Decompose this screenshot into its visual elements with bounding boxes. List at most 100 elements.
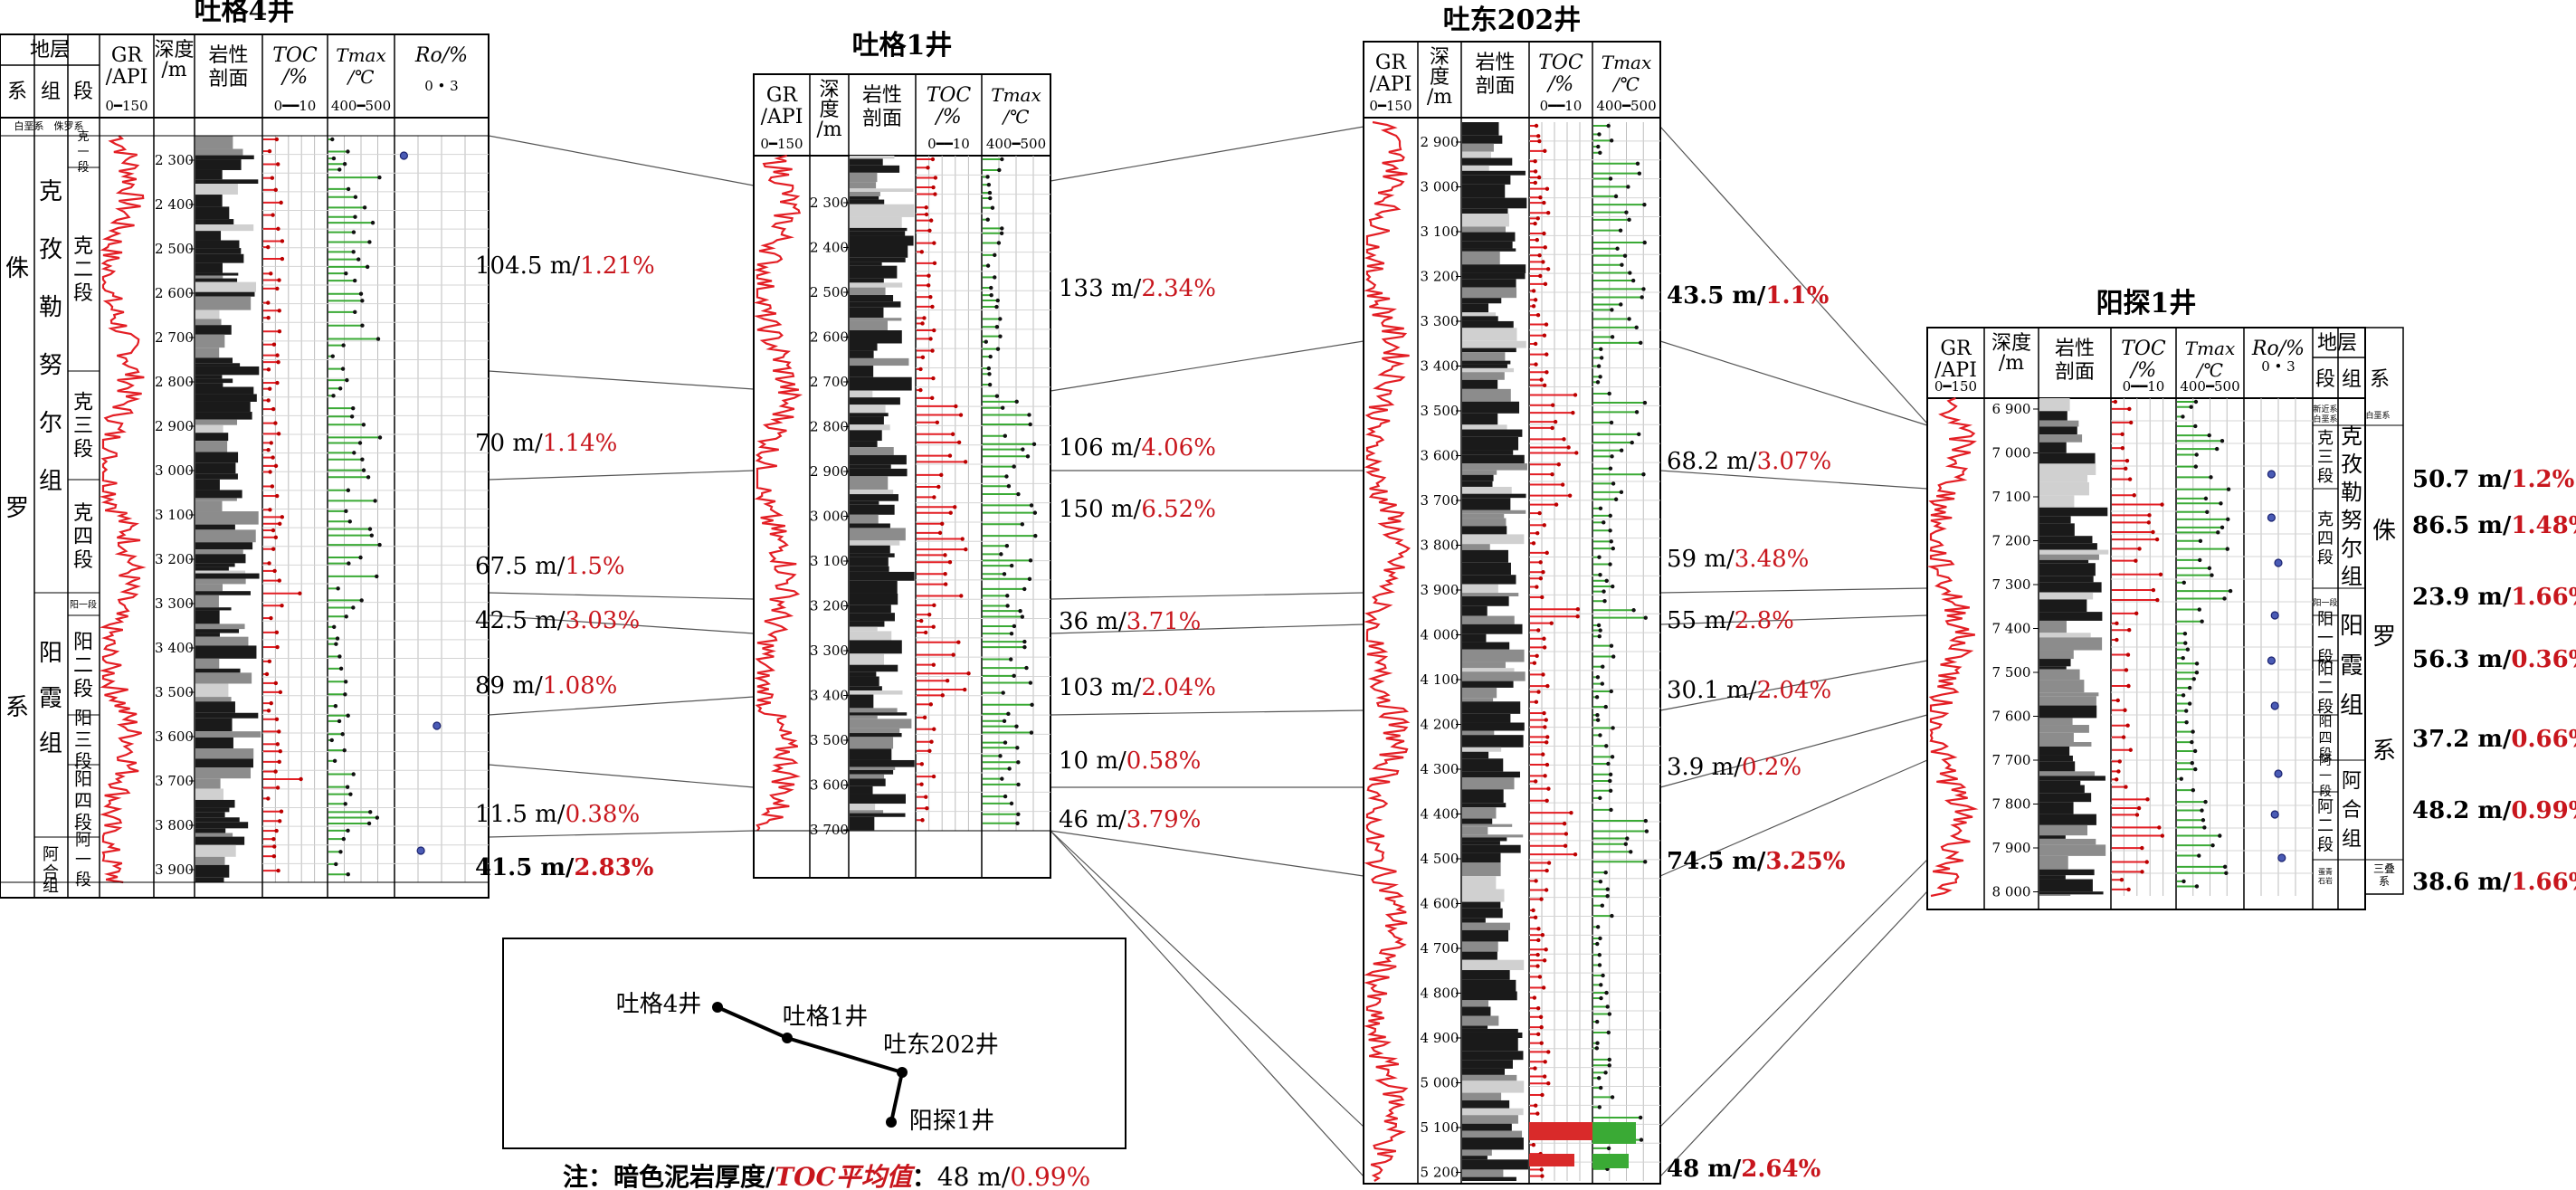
member-label: 段 bbox=[73, 678, 93, 700]
litho-bed bbox=[850, 416, 884, 425]
tmax-stem-dot bbox=[985, 263, 991, 268]
tmax-stem-dot bbox=[1004, 544, 1010, 548]
toc-stem-dot bbox=[2126, 887, 2131, 892]
litho-bed bbox=[195, 375, 223, 379]
litho-bed bbox=[195, 817, 240, 823]
toc-stem-dot bbox=[273, 769, 278, 774]
toc-stem-dot bbox=[1535, 585, 1539, 589]
litho-bed bbox=[850, 715, 878, 719]
tmax-highlight bbox=[1592, 1122, 1636, 1144]
litho-bed bbox=[850, 759, 915, 767]
tmax-stem-dot bbox=[1629, 850, 1633, 854]
toc-stem-dot bbox=[2113, 399, 2118, 405]
litho-bed bbox=[2039, 680, 2085, 693]
litho-bed bbox=[195, 836, 245, 845]
litho-bed bbox=[1462, 668, 1515, 672]
annotation-label: 70 m/1.14% bbox=[475, 430, 617, 457]
toc-stem-dot bbox=[1549, 621, 1554, 625]
litho-bed bbox=[1462, 633, 1487, 643]
correlation-lines bbox=[488, 126, 1928, 1177]
toc-stem-dot bbox=[1535, 1111, 1540, 1116]
toc-stem-dot bbox=[1544, 947, 1548, 952]
tmax-stem-dot bbox=[1610, 755, 1615, 759]
litho-bed bbox=[1462, 844, 1521, 853]
tmax-stem-dot bbox=[2220, 525, 2225, 530]
tmax-header: /℃ bbox=[1611, 73, 1640, 95]
tmax-stem-dot bbox=[1022, 586, 1027, 592]
toc-stem-dot bbox=[1546, 786, 1551, 791]
toc-stem-dot bbox=[271, 853, 277, 859]
toc-stem-dot bbox=[2146, 520, 2152, 525]
annotation-label: 48.2 m/0.99% bbox=[2412, 797, 2576, 824]
depth-tick-label: 4 800 bbox=[1421, 985, 1459, 1002]
litho-bed bbox=[195, 253, 244, 263]
litho-bed bbox=[1462, 1006, 1491, 1016]
litho-bed bbox=[1462, 649, 1525, 662]
litho-header: 岩性 bbox=[208, 44, 248, 67]
member-label: 克 bbox=[77, 130, 89, 144]
toc-stem-dot bbox=[267, 386, 272, 391]
member-label: 三 bbox=[2317, 448, 2334, 467]
tmax-stem-dot bbox=[365, 264, 370, 270]
correlation-line bbox=[1659, 614, 1928, 625]
litho-bed bbox=[2039, 481, 2089, 496]
litho-bed bbox=[195, 712, 259, 719]
depth-header: /m bbox=[1999, 352, 2024, 375]
tmax-stem-dot bbox=[360, 323, 365, 328]
toc-stem-dot bbox=[271, 406, 276, 412]
litho-bed bbox=[195, 864, 230, 878]
litho-bed bbox=[195, 822, 249, 829]
tmax-stem-dot bbox=[337, 719, 342, 724]
tmax-stem-dot bbox=[351, 250, 356, 254]
litho-bed bbox=[2039, 793, 2092, 803]
toc-stem-dot bbox=[940, 693, 945, 698]
toc-stem-dot bbox=[1535, 952, 1540, 957]
tmax-stem-dot bbox=[1610, 913, 1614, 919]
toc-stem-dot bbox=[1540, 1092, 1545, 1098]
litho-bed bbox=[2039, 612, 2103, 621]
tmax-stem-dot bbox=[987, 382, 993, 387]
depth-tick-label: 3 200 bbox=[810, 598, 849, 614]
annotation-label: 11.5 m/0.38% bbox=[475, 801, 640, 828]
tmax-stem-dot bbox=[1596, 623, 1602, 628]
toc-header: TOC bbox=[2121, 338, 2166, 360]
depth-tick-label: 4 700 bbox=[1421, 940, 1459, 957]
tmax-stem-dot bbox=[361, 423, 366, 427]
member-label: 阳 bbox=[74, 768, 92, 790]
member-label: 段 bbox=[73, 549, 93, 572]
litho-bed bbox=[1462, 908, 1503, 919]
tmax-stem-dot bbox=[1600, 903, 1605, 908]
strat-col-formation: 组 bbox=[41, 81, 61, 103]
tmax-stem-dot bbox=[373, 499, 377, 503]
litho-bed bbox=[1462, 1169, 1504, 1177]
tmax-stem-dot bbox=[1608, 466, 1613, 471]
tmax-stem-dot bbox=[360, 299, 365, 303]
toc-stem-dot bbox=[922, 715, 927, 720]
annotation-thickness: 11.5 m/ bbox=[475, 801, 566, 828]
member-label: 段 bbox=[2317, 467, 2334, 486]
tmax-stem-dot bbox=[2183, 641, 2188, 645]
tmax-stem-dot bbox=[1598, 375, 1602, 379]
litho-bed bbox=[850, 454, 907, 465]
depth-tick-label: 3 400 bbox=[810, 688, 849, 704]
tmax-stem-dot bbox=[346, 488, 351, 492]
toc-stem-dot bbox=[1534, 362, 1538, 367]
litho-bed bbox=[2039, 844, 2106, 856]
annotation-thickness: 74.5 m/ bbox=[1667, 848, 1766, 875]
litho-bed bbox=[1462, 272, 1526, 280]
toc-stem-dot bbox=[927, 748, 932, 754]
toc-stem-dot bbox=[922, 316, 927, 320]
toc-stem-dot bbox=[931, 185, 936, 190]
tmax-stem-dot bbox=[1643, 860, 1648, 864]
litho-bed bbox=[1462, 413, 1498, 425]
depth-header: 深 bbox=[819, 79, 839, 101]
strat-col-system: 系 bbox=[2370, 368, 2390, 391]
litho-bed bbox=[195, 206, 230, 220]
toc-stem-dot bbox=[1543, 281, 1548, 287]
correlation-line bbox=[1659, 660, 1928, 711]
toc-stem-dot bbox=[269, 700, 273, 706]
litho-bed bbox=[2039, 824, 2088, 836]
annotation-toc: 1.5% bbox=[566, 553, 625, 580]
litho-bed bbox=[1462, 1092, 1502, 1100]
